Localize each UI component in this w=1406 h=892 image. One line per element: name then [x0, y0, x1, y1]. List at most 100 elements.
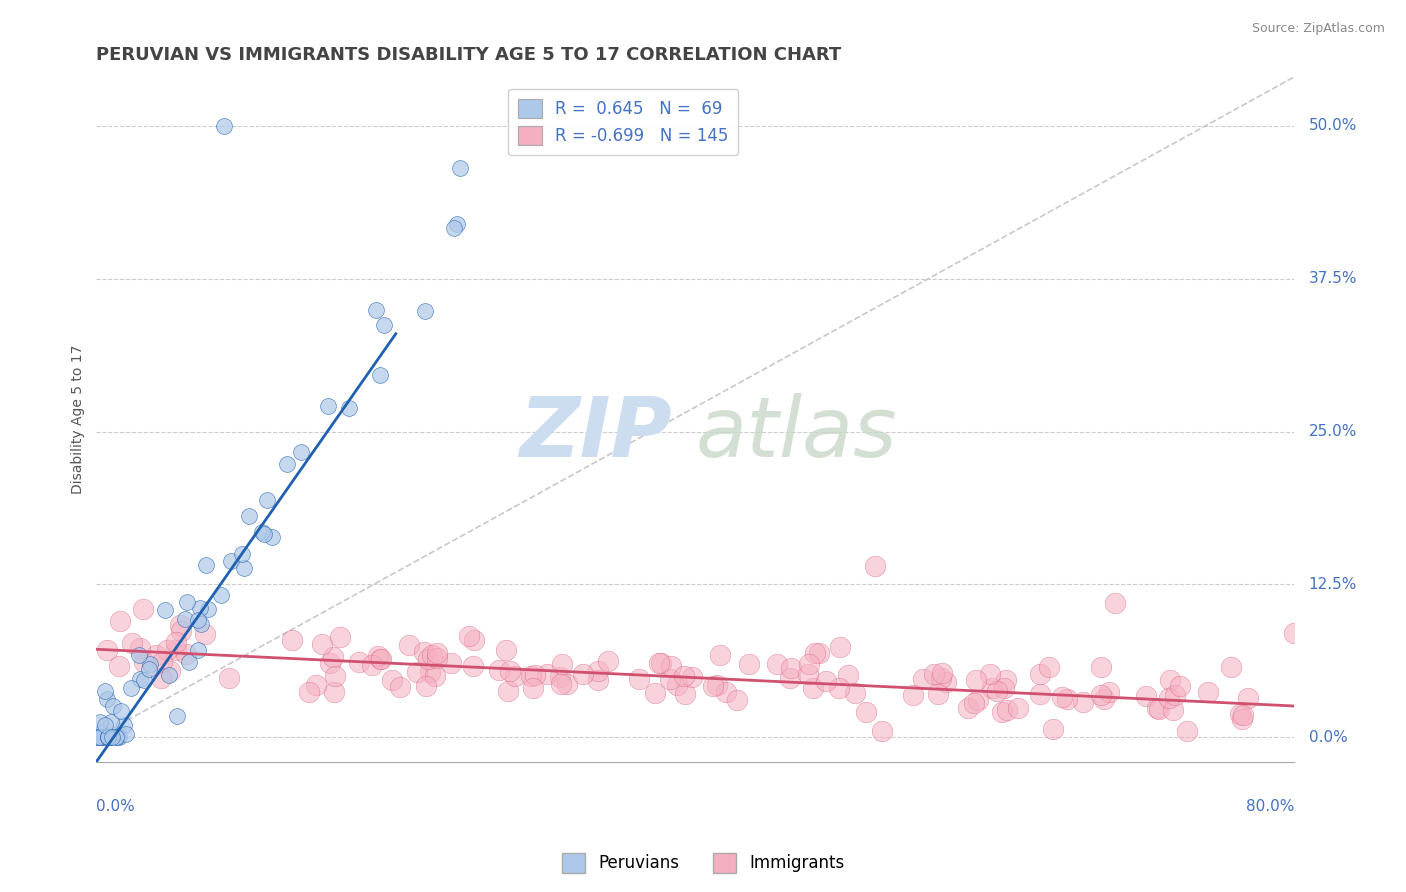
Point: [1042, 722, 1064, 736]
Point: [98, 731, 121, 745]
Point: [364, 302, 387, 317]
Point: [90, 731, 112, 745]
Point: [738, 657, 761, 671]
Point: [298, 685, 321, 699]
Point: [96, 642, 118, 657]
Point: [174, 647, 197, 661]
Point: [1090, 688, 1112, 702]
Point: [329, 631, 352, 645]
Point: [863, 559, 886, 574]
Point: [212, 119, 235, 133]
Point: [1146, 701, 1168, 715]
Point: [134, 655, 156, 669]
Text: 37.5%: 37.5%: [1309, 271, 1357, 286]
Point: [153, 603, 176, 617]
Point: [1038, 660, 1060, 674]
Point: [1029, 667, 1052, 681]
Point: [965, 673, 987, 688]
Point: [165, 635, 187, 649]
Point: [250, 525, 273, 540]
Point: [426, 646, 449, 660]
Point: [349, 655, 371, 669]
Point: [368, 368, 391, 383]
Point: [132, 602, 155, 616]
Point: [190, 617, 212, 632]
Point: [105, 731, 128, 745]
Point: [807, 646, 830, 660]
Point: [956, 700, 979, 714]
Text: 0.0%: 0.0%: [97, 799, 135, 814]
Point: [90, 731, 112, 745]
Point: [572, 666, 595, 681]
Point: [1159, 690, 1181, 705]
Point: [648, 656, 671, 670]
Point: [368, 652, 391, 666]
Point: [256, 492, 278, 507]
Point: [150, 656, 173, 670]
Point: [174, 612, 197, 626]
Point: [89, 714, 111, 729]
Point: [233, 561, 256, 575]
Point: [1220, 660, 1243, 674]
Point: [1175, 724, 1198, 739]
Text: atlas: atlas: [696, 392, 897, 474]
Point: [963, 696, 986, 710]
Point: [398, 638, 420, 652]
Point: [405, 665, 427, 680]
Point: [706, 678, 728, 692]
Point: [367, 649, 389, 664]
Point: [121, 636, 143, 650]
Point: [389, 680, 412, 694]
Point: [503, 669, 526, 683]
Text: 25.0%: 25.0%: [1309, 424, 1357, 439]
Point: [488, 664, 510, 678]
Point: [496, 683, 519, 698]
Point: [1161, 703, 1184, 717]
Point: [1135, 689, 1157, 703]
Y-axis label: Disability Age 5 to 17: Disability Age 5 to 17: [72, 344, 86, 494]
Point: [94, 731, 117, 745]
Point: [463, 632, 485, 647]
Point: [105, 731, 128, 745]
Point: [110, 614, 132, 628]
Point: [86, 731, 108, 745]
Point: [165, 643, 187, 657]
Point: [128, 672, 150, 686]
Point: [231, 547, 253, 561]
Point: [870, 723, 893, 738]
Point: [1164, 688, 1187, 702]
Point: [855, 706, 877, 720]
Point: [844, 686, 866, 700]
Point: [837, 667, 859, 681]
Point: [714, 685, 737, 699]
Point: [555, 677, 578, 691]
Point: [209, 588, 232, 602]
Text: PERUVIAN VS IMMIGRANTS DISABILITY AGE 5 TO 17 CORRELATION CHART: PERUVIAN VS IMMIGRANTS DISABILITY AGE 5 …: [97, 46, 842, 64]
Point: [929, 671, 952, 685]
Point: [797, 657, 820, 671]
Point: [588, 664, 610, 678]
Point: [1073, 695, 1095, 709]
Point: [702, 679, 724, 693]
Point: [97, 731, 120, 745]
Text: 0.0%: 0.0%: [1309, 730, 1347, 745]
Point: [416, 651, 439, 665]
Point: [550, 677, 572, 691]
Point: [658, 672, 681, 686]
Point: [311, 637, 333, 651]
Point: [128, 648, 150, 662]
Point: [134, 673, 156, 688]
Point: [87, 731, 110, 745]
Point: [177, 655, 200, 669]
Point: [373, 318, 395, 332]
Point: [221, 554, 243, 568]
Point: [337, 401, 360, 416]
Point: [979, 666, 1001, 681]
Point: [665, 678, 688, 692]
Point: [675, 687, 697, 701]
Point: [1098, 685, 1121, 699]
Point: [911, 672, 934, 686]
Point: [922, 666, 945, 681]
Point: [672, 669, 695, 683]
Point: [156, 642, 179, 657]
